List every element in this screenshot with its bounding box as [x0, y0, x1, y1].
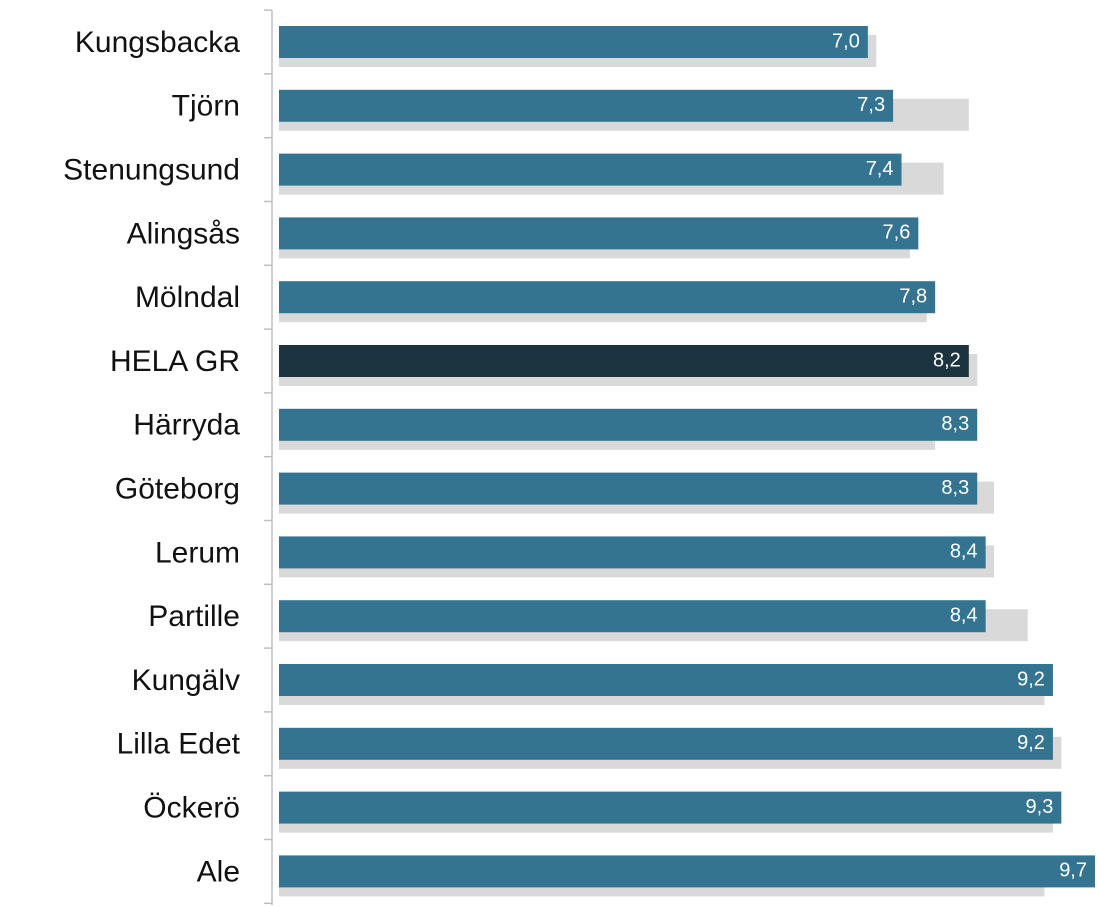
value-label: 8,3 — [941, 477, 969, 499]
value-label: 7,4 — [866, 158, 894, 180]
category-label: Kungsbacka — [75, 26, 240, 59]
bar — [279, 408, 978, 441]
category-label: Ale — [197, 855, 240, 888]
category-label: Öckerö — [143, 792, 240, 825]
category-label: Tjörn — [172, 90, 240, 123]
bar — [279, 217, 919, 250]
value-label: 7,6 — [883, 222, 911, 244]
bar — [279, 472, 978, 505]
bar — [279, 26, 868, 58]
category-label: Alingsås — [127, 217, 240, 250]
bar — [279, 600, 986, 633]
bar — [279, 345, 969, 377]
category-label: Lilla Edet — [117, 728, 241, 761]
category-label: Härryda — [133, 409, 240, 442]
category-label: Kungälv — [132, 664, 240, 697]
value-label: 7,3 — [857, 94, 885, 116]
value-label: 9,7 — [1059, 860, 1087, 882]
category-label: Lerum — [155, 536, 240, 569]
value-label: 7,8 — [899, 285, 927, 307]
bar — [279, 727, 1053, 760]
category-label: Göteborg — [115, 473, 240, 506]
value-label: 9,2 — [1017, 732, 1045, 754]
value-label: 8,2 — [933, 349, 961, 371]
bar — [279, 153, 902, 186]
value-label: 8,3 — [941, 413, 969, 435]
category-label: HELA GR — [110, 345, 240, 378]
bar — [279, 89, 894, 122]
category-label: Partille — [148, 600, 240, 633]
bar — [279, 664, 1053, 696]
value-label: 9,2 — [1017, 668, 1045, 690]
category-label: Mölndal — [135, 281, 240, 314]
bar — [279, 791, 1062, 824]
value-label: 7,0 — [832, 30, 860, 52]
value-label: 9,3 — [1026, 796, 1054, 818]
bar — [279, 536, 986, 569]
value-label: 8,4 — [950, 604, 978, 626]
bar — [279, 855, 1095, 888]
value-label: 8,4 — [950, 541, 978, 563]
category-label: Stenungsund — [63, 154, 240, 187]
bar — [279, 281, 936, 314]
